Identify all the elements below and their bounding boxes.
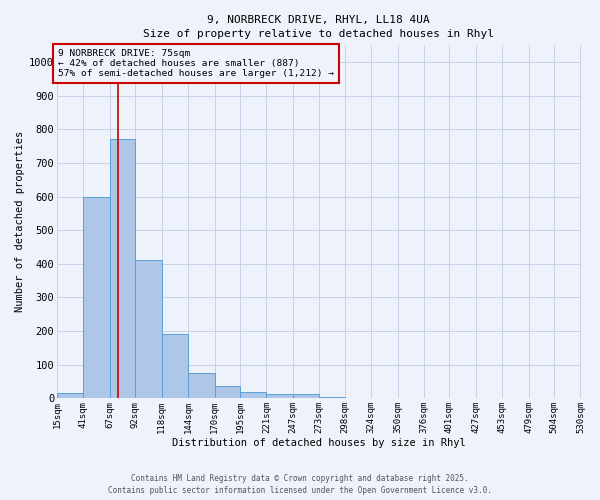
Text: 9 NORBRECK DRIVE: 75sqm
← 42% of detached houses are smaller (887)
57% of semi-d: 9 NORBRECK DRIVE: 75sqm ← 42% of detache… xyxy=(58,48,334,78)
Bar xyxy=(83,196,110,398)
Bar xyxy=(215,386,240,398)
Bar xyxy=(135,260,161,398)
Y-axis label: Number of detached properties: Number of detached properties xyxy=(15,131,25,312)
Bar xyxy=(293,394,319,398)
Text: Contains HM Land Registry data © Crown copyright and database right 2025.
Contai: Contains HM Land Registry data © Crown c… xyxy=(108,474,492,495)
Bar xyxy=(161,334,188,398)
Bar xyxy=(319,396,344,398)
Bar xyxy=(188,373,215,398)
Title: 9, NORBRECK DRIVE, RHYL, LL18 4UA
Size of property relative to detached houses i: 9, NORBRECK DRIVE, RHYL, LL18 4UA Size o… xyxy=(143,15,494,39)
X-axis label: Distribution of detached houses by size in Rhyl: Distribution of detached houses by size … xyxy=(172,438,466,448)
Bar xyxy=(266,394,293,398)
Bar xyxy=(240,392,266,398)
Bar xyxy=(57,394,83,398)
Bar xyxy=(110,140,135,398)
